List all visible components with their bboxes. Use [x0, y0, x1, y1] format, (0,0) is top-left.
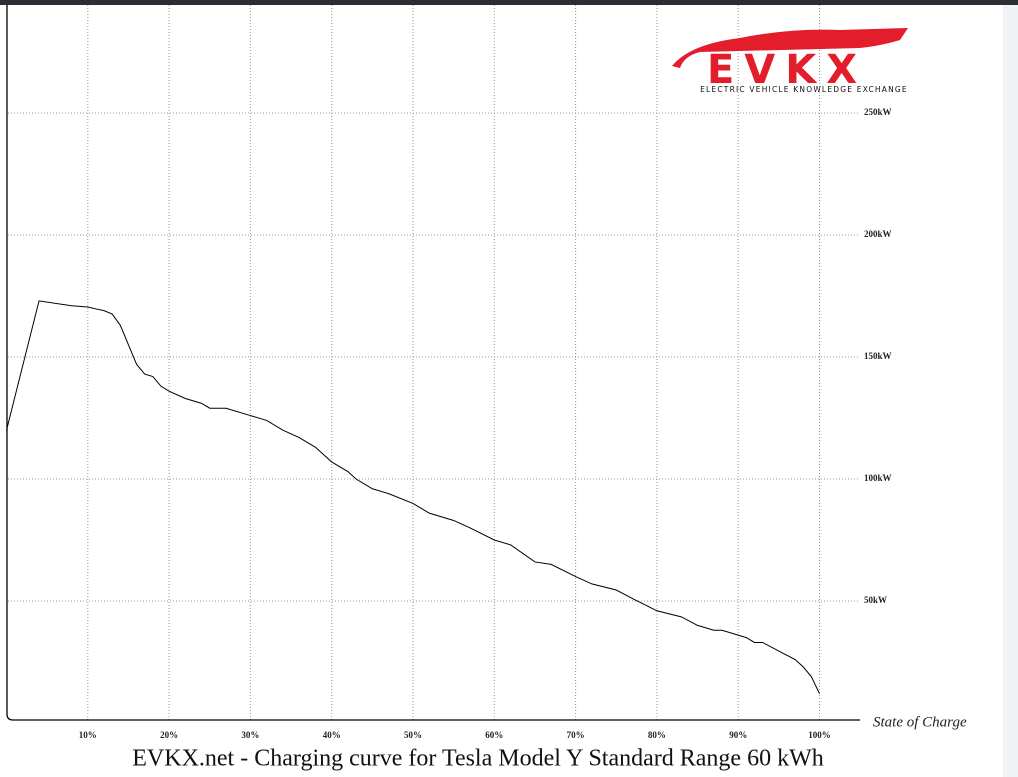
x-tick-label: 90% [729, 730, 747, 740]
x-tick-label: 60% [485, 730, 503, 740]
x-tick-label: 20% [160, 730, 178, 740]
x-tick-label: 100% [808, 730, 831, 740]
side-strip [1003, 5, 1018, 777]
y-tick-label: 150kW [864, 351, 892, 361]
logo: EVKX ELECTRIC VEHICLE KNOWLEDGE EXCHANGE [672, 28, 908, 94]
x-axis-label: State of Charge [873, 714, 967, 730]
x-tick-label: 80% [648, 730, 666, 740]
x-tick-label: 40% [323, 730, 341, 740]
grid [8, 5, 860, 720]
logo-tagline: ELECTRIC VEHICLE KNOWLEDGE EXCHANGE [700, 85, 908, 94]
logo-text: EVKX [707, 47, 867, 93]
top-bar [0, 0, 1018, 5]
x-tick-label: 70% [567, 730, 585, 740]
x-tick-label: 10% [79, 730, 97, 740]
y-tick-label: 250kW [864, 107, 892, 117]
logo-car [672, 28, 908, 68]
charging-curve [6, 300, 820, 694]
x-tick-label: 50% [404, 730, 422, 740]
y-tick-label: 50kW [864, 595, 887, 605]
y-tick-label: 100kW [864, 473, 892, 483]
chart-title: EVKX.net - Charging curve for Tesla Mode… [132, 746, 824, 772]
y-tick-label: 200kW [864, 229, 892, 239]
axes [6, 5, 860, 721]
x-tick-label: 30% [241, 730, 259, 740]
